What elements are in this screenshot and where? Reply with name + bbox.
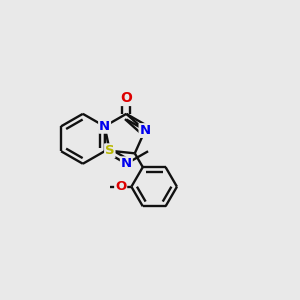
Text: O: O bbox=[115, 180, 126, 193]
Text: N: N bbox=[121, 157, 132, 170]
Text: N: N bbox=[99, 120, 110, 133]
Text: O: O bbox=[120, 91, 132, 105]
Text: S: S bbox=[105, 144, 115, 157]
Text: N: N bbox=[140, 124, 151, 137]
